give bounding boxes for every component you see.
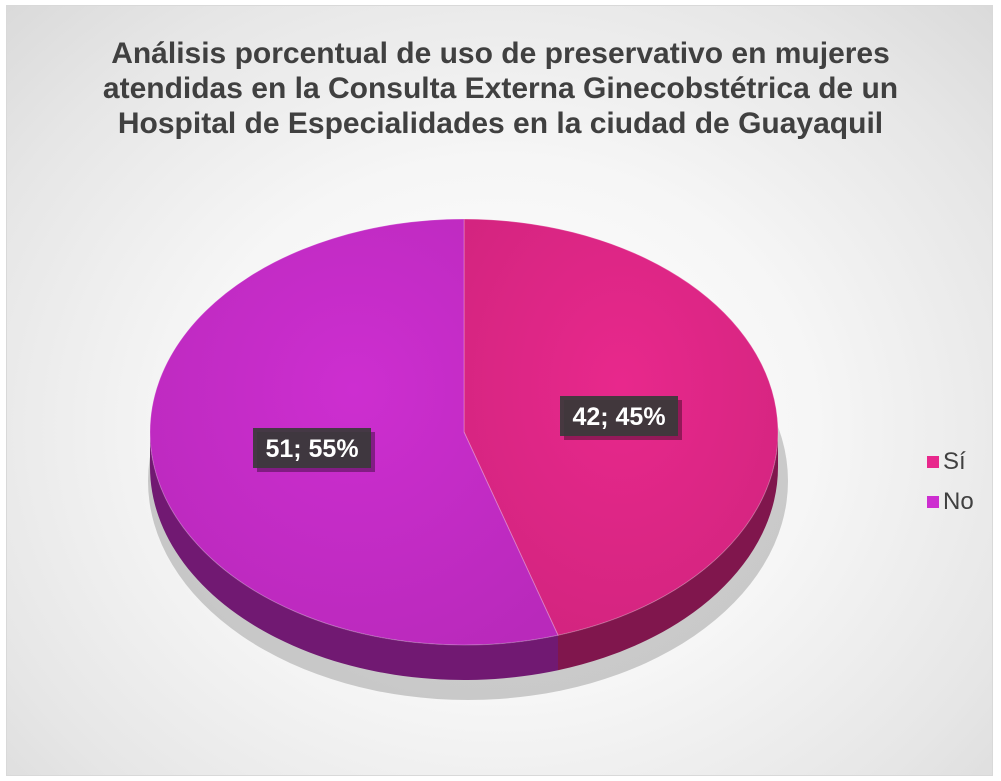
legend: Sí No xyxy=(927,446,992,526)
data-label-box xyxy=(560,396,678,436)
legend-item-no: No xyxy=(927,486,992,518)
legend-item-si: Sí xyxy=(927,446,992,478)
pie-side-1 xyxy=(150,432,558,681)
legend-label-no: No xyxy=(943,488,974,515)
legend-swatch-no xyxy=(927,496,939,508)
chart-area: Análisis porcentual de uso de preservati… xyxy=(6,5,993,776)
pie-side-0 xyxy=(558,432,778,671)
data-label-text: 42; 45% xyxy=(572,403,665,431)
data-label-box xyxy=(253,428,371,468)
pie-chart: 42; 45% 51; 55% xyxy=(148,218,788,700)
data-label-text: 51; 55% xyxy=(265,435,358,463)
data-label-1: 51; 55% xyxy=(253,428,375,472)
data-label-0: 42; 45% xyxy=(560,396,682,440)
legend-swatch-si xyxy=(927,456,939,468)
chart-title: Análisis porcentual de uso de preservati… xyxy=(102,37,899,140)
legend-label-si: Sí xyxy=(943,448,966,475)
